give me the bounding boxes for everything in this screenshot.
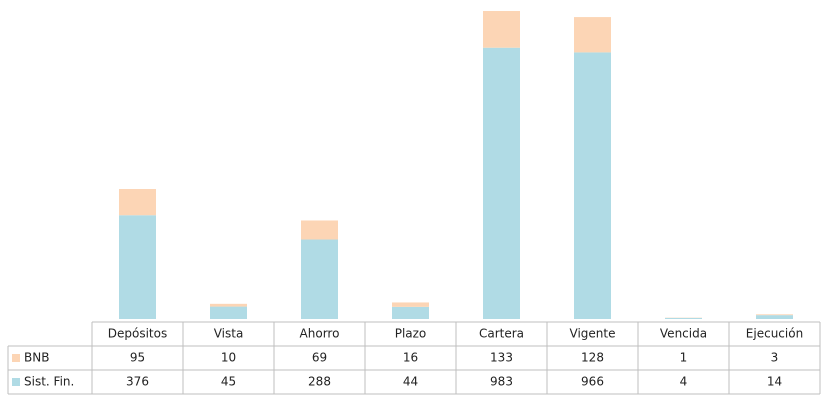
category-label: Vigente [570, 327, 616, 341]
bar-segment [392, 306, 429, 319]
legend-swatch [12, 354, 20, 362]
bar-segment [301, 220, 338, 240]
bar-segment [483, 47, 520, 320]
category-label: Ejecución [746, 327, 803, 341]
category-label: Vencida [660, 327, 707, 341]
legend-label: BNB [24, 351, 49, 365]
table-value: 1 [680, 351, 688, 365]
table-value: 4 [680, 375, 688, 389]
table-value: 128 [581, 351, 604, 365]
table-value: 44 [403, 375, 418, 389]
bar-segment [756, 314, 793, 316]
table-value: 10 [221, 351, 236, 365]
bar-segment [301, 239, 338, 319]
bar-segment [574, 52, 611, 319]
table-value: 3 [771, 351, 779, 365]
table-value: 45 [221, 375, 236, 389]
category-label: Vista [214, 327, 244, 341]
bar-segment [483, 11, 520, 48]
table-value: 983 [490, 375, 513, 389]
bar-segment [392, 302, 429, 307]
bar-segment [756, 315, 793, 319]
bar-segment [119, 189, 156, 216]
table-value: 69 [312, 351, 327, 365]
category-label: Depósitos [108, 327, 167, 341]
table-value: 14 [767, 375, 782, 389]
bar-segment [210, 303, 247, 307]
table-value: 95 [130, 351, 145, 365]
table-value: 288 [308, 375, 331, 389]
bar-segment [574, 17, 611, 53]
bar-segment [119, 215, 156, 319]
category-label: Ahorro [300, 327, 340, 341]
category-label: Plazo [395, 327, 427, 341]
table-value: 966 [581, 375, 604, 389]
bar-segment [665, 317, 702, 319]
legend-label: Sist. Fin. [24, 375, 74, 389]
table-value: 133 [490, 351, 513, 365]
table-value: 376 [126, 375, 149, 389]
bar-segment [210, 306, 247, 319]
category-label: Cartera [479, 327, 524, 341]
table-value: 16 [403, 351, 418, 365]
legend-swatch [12, 378, 20, 386]
